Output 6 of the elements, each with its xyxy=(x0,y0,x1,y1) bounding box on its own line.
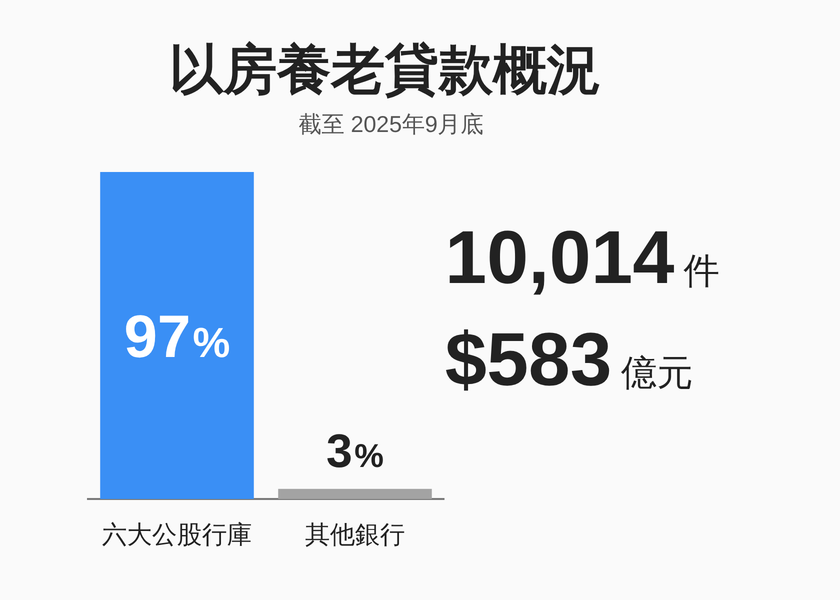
data-label: 97% xyxy=(124,303,230,370)
data-label: 3% xyxy=(326,424,384,477)
x-tick-label: 六大公股行庫 xyxy=(102,520,252,549)
chart-title: 以房養老貸款概況 xyxy=(168,39,602,102)
x-tick-label: 其他銀行 xyxy=(305,520,405,549)
chart-subtitle: 截至 2025年9月底 xyxy=(297,110,485,139)
